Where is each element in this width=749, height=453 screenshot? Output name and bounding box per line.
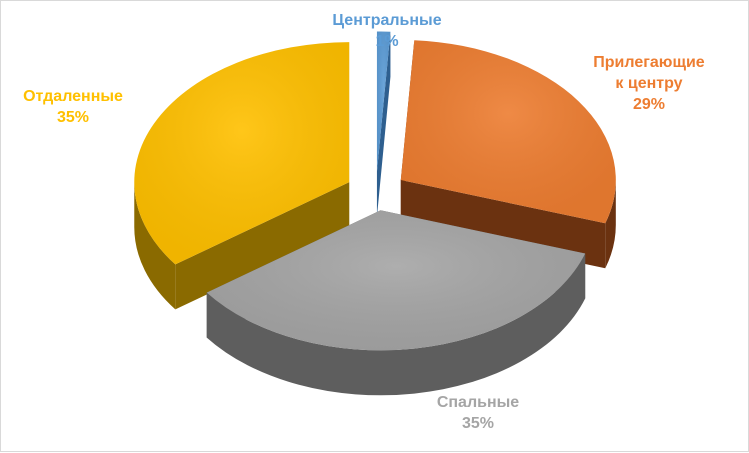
pie-slice-cut-face — [400, 180, 606, 269]
pie-slice-highlight — [206, 210, 586, 351]
data-label-value: 35% — [57, 109, 89, 126]
pie-slice-cut-face — [175, 182, 350, 310]
data-label-2: Спальные 35% — [437, 394, 519, 432]
pie-slice-highlight — [400, 40, 616, 224]
data-label-3: Отдаленные 35% — [23, 88, 123, 126]
data-label-category: Отдаленные — [23, 88, 123, 105]
pie-slice-side — [206, 253, 586, 396]
pie-slice-1 — [400, 40, 616, 269]
data-label-category: Спальные — [437, 394, 519, 411]
pie-slice-side — [134, 182, 176, 310]
data-label-value: 29% — [633, 96, 665, 113]
pie-slice-0 — [376, 31, 391, 217]
data-label-category: к центру — [615, 75, 682, 92]
data-label-value: 35% — [462, 415, 494, 432]
pie-slice-highlight — [134, 42, 350, 265]
pie-slice-highlight — [376, 31, 391, 172]
data-label-category: Прилегающие — [593, 54, 705, 71]
data-label-0: Центральные 1% — [332, 12, 441, 50]
pie-slice-cut-face — [376, 31, 391, 217]
pie-slice-3 — [134, 42, 350, 310]
data-label-category: Центральные — [332, 12, 441, 29]
pie-slice-side — [605, 180, 616, 269]
data-label-1: Прилегающие к центру 29% — [593, 54, 705, 113]
data-label-value: 1% — [375, 33, 398, 50]
pie-slice-2 — [206, 210, 586, 396]
